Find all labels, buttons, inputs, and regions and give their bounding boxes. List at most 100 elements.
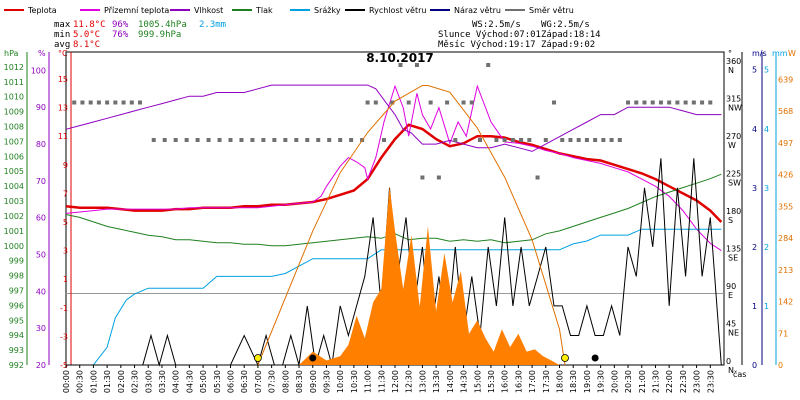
wind-dir-point: [552, 100, 557, 105]
x-tick-label: 18:00: [556, 370, 565, 393]
moon-marker: [591, 354, 599, 362]
x-tick-label: 14:30: [460, 370, 469, 393]
solar-tick-label: 639: [778, 75, 793, 84]
wind-dir-point: [428, 100, 433, 105]
wind-ms-tick-label: 1: [752, 302, 757, 311]
wind-dir-point: [283, 138, 288, 142]
wind-dir-point: [519, 138, 524, 142]
humidity_pct-tick-label: 70: [36, 177, 46, 186]
temperature_c-tick-label: -5: [60, 361, 68, 370]
wind-dir-point: [138, 100, 143, 105]
legend-label: Srážky: [314, 6, 341, 15]
wind-dir-point: [584, 138, 589, 142]
x-tick-label: 14:00: [446, 370, 455, 393]
wind-dir-point: [601, 138, 606, 142]
x-tick-label: 11:30: [377, 370, 386, 393]
wind-ms-tick-label: 0: [752, 361, 757, 370]
legend: Teplota Přízemní teplota Vlhkost Tlak Srážky…: [4, 6, 574, 15]
x-tick-label: 12:30: [405, 370, 414, 393]
wind-dir-point: [675, 100, 680, 105]
solar-tick-label: 142: [778, 298, 793, 307]
x-axis-ticks: 00:00 00:30 01:00 01:30 02:00 02:30 03:00 03:30…: [62, 365, 715, 393]
series-line-8: [257, 85, 566, 366]
stats-min-label: min: [54, 30, 70, 40]
wind-dir-point: [373, 100, 378, 105]
pressure_hpa-tick-label: 994: [9, 331, 24, 340]
temperature_c-tick-label: 11: [58, 132, 68, 141]
x-tick-label: 05:00: [199, 370, 208, 393]
pressure_hpa-tick-label: 1012: [4, 63, 24, 72]
legend-label: Náraz větru: [454, 6, 501, 15]
wind-dir-point: [316, 138, 321, 142]
x-tick-label: 17:00: [528, 370, 537, 393]
pressure_hpa-tick-label: 998: [9, 272, 24, 281]
pressure_hpa-tick-label: 999: [9, 257, 24, 266]
rain-tick-label: 4: [764, 125, 769, 134]
solar-tick-label: 568: [778, 107, 793, 116]
x-tick-label: 15:00: [473, 370, 482, 393]
pressure_hpa-tick-label: 996: [9, 301, 24, 310]
wind-dir-point: [617, 138, 622, 142]
x-tick-label: 19:30: [597, 370, 606, 393]
wind-dir-point: [406, 100, 411, 105]
x-tick-label: 23:00: [693, 370, 702, 393]
sun-marker: [254, 354, 262, 362]
wind-dir-tick-dir: SW: [728, 179, 741, 188]
wind-dir-point: [420, 175, 425, 180]
wind-dir-point: [700, 100, 705, 105]
x-tick-label: 09:00: [309, 370, 318, 393]
unit-hpa: hPa: [4, 49, 19, 58]
pressure_hpa-tick-label: 1005: [4, 167, 24, 176]
wind-dir-point: [184, 138, 189, 142]
wind-dir-point: [88, 100, 93, 105]
wind-dir-point: [560, 138, 565, 142]
wind-dir-point: [390, 100, 395, 105]
wind-dir-tick-deg: 180: [726, 207, 741, 216]
wind-dir-point: [294, 138, 299, 142]
humidity_pct-tick-label: 90: [36, 103, 46, 112]
wind-dir-tick-dir: NE: [728, 329, 739, 338]
x-tick-label: 03:00: [144, 370, 153, 393]
x-tick-label: 22:00: [665, 370, 674, 393]
wind-dir-point: [206, 138, 211, 142]
x-tick-label: 12:00: [391, 370, 400, 393]
x-tick-label: 20:00: [610, 370, 619, 393]
pressure_hpa-tick-label: 1008: [4, 123, 24, 132]
wind-dir-point: [486, 63, 491, 67]
wind-dir-point: [173, 138, 178, 142]
solar-tick-label: 213: [778, 266, 793, 275]
pressure_hpa-tick-label: 1011: [4, 78, 24, 87]
wind-dir-tick-dir: SE: [728, 254, 738, 263]
x-tick-label: 22:30: [679, 370, 688, 393]
wind-dir-point: [113, 100, 118, 105]
temperature_c-tick-label: 7: [63, 189, 68, 198]
wind-dir-point: [195, 138, 200, 142]
wind-dir-point: [527, 138, 532, 142]
x-tick-label: 04:00: [172, 370, 181, 393]
legend-label: Vlhkost: [194, 6, 223, 15]
unit-mm: mm: [772, 49, 788, 58]
wind-dir-tick-deg: 270: [726, 132, 741, 141]
x-tick-label: 16:30: [514, 370, 523, 393]
moon-marker: [309, 354, 317, 362]
pressure_hpa-tick-label: 1007: [4, 137, 24, 146]
wind-ms-tick-label: 3: [752, 184, 757, 193]
wind-dir-point: [250, 138, 255, 142]
stats-min-hum: 76%: [112, 30, 129, 40]
wind-dir-point: [535, 175, 540, 180]
pressure_hpa-tick-label: 1001: [4, 227, 24, 236]
x-tick-label: 07:30: [268, 370, 277, 393]
wind-dir-point: [494, 138, 499, 142]
x-tick-label: 18:30: [569, 370, 578, 393]
x-tick-label: 13:00: [418, 370, 427, 393]
info-wg: WG:2.5m/s: [541, 20, 590, 30]
stats-max-label: max: [54, 20, 71, 30]
stats-avg-label: avg: [54, 40, 70, 50]
unit-cas: čas: [733, 369, 746, 379]
temperature_c-tick-label: 1: [63, 275, 68, 284]
wind-ms-tick-label: 5: [752, 66, 757, 75]
wind-dir-tick-dir: NW: [728, 104, 742, 113]
chart-title: 8.10.2017: [366, 51, 434, 65]
rain-tick-label: 2: [764, 243, 769, 252]
